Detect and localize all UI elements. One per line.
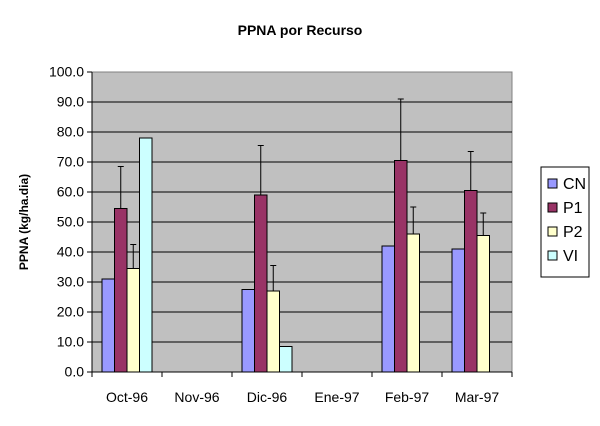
plot-area: 0.0 10.0 20.0 30.0 40.0 50.0 60.0 70.0 80.0 90.0 1… (49, 64, 513, 405)
y-tick-label: 80.0 (57, 124, 84, 140)
legend-label: P2 (563, 224, 583, 241)
y-tick-label: 10.0 (57, 334, 84, 350)
legend-swatch (547, 226, 558, 237)
bar (394, 160, 408, 373)
bar (254, 194, 268, 373)
x-tick-label: Feb-97 (385, 389, 430, 405)
bar (451, 248, 465, 373)
x-tick-label: Ene-97 (314, 389, 359, 405)
bar (241, 289, 255, 373)
legend: CN P1 P2 VI (540, 166, 590, 278)
y-tick-label: 30.0 (57, 274, 84, 290)
bar (464, 190, 478, 373)
y-tick-label: 70.0 (57, 154, 84, 170)
bar (266, 290, 280, 373)
y-tick-label: 60.0 (57, 184, 84, 200)
y-tick-label: 100.0 (49, 64, 84, 80)
legend-label: CN (563, 176, 586, 193)
bar (279, 346, 293, 373)
bar (114, 208, 128, 373)
bar (381, 245, 395, 373)
bar (406, 233, 420, 373)
y-tick-label: 20.0 (57, 304, 84, 320)
y-tick-label: 0.0 (65, 364, 85, 380)
y-tick-label: 40.0 (57, 244, 84, 260)
y-tick-label: 90.0 (57, 94, 84, 110)
x-tick-label: Mar-97 (455, 389, 500, 405)
x-tick-label: Oct-96 (106, 389, 148, 405)
y-tick-label: 50.0 (57, 214, 84, 230)
legend-label: P1 (563, 200, 583, 217)
legend-label: VI (563, 248, 578, 265)
x-tick-label: Nov-96 (174, 389, 219, 405)
chart-title: PPNA por Recurso (238, 22, 363, 38)
bar (101, 278, 115, 373)
bar (126, 268, 140, 373)
legend-swatch (547, 178, 558, 189)
x-tick-label: Dic-96 (247, 389, 288, 405)
legend-swatch (547, 202, 558, 213)
bar (476, 235, 490, 373)
y-axis-label: PPNA (kg/ha.dia) (17, 174, 31, 270)
bar (139, 137, 153, 373)
legend-swatch (547, 250, 558, 261)
